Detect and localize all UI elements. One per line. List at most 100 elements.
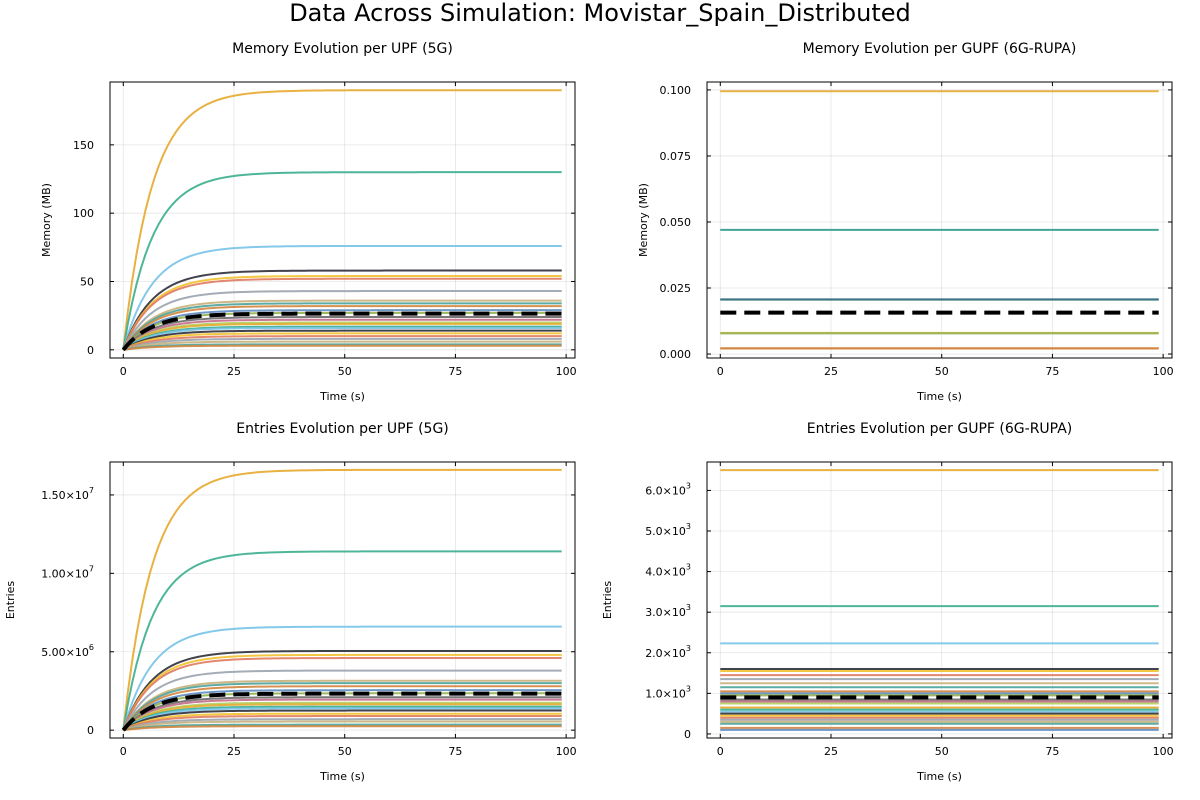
series-line <box>123 343 562 351</box>
y-tick-label: 0 <box>87 724 94 737</box>
y-tick-label: 0.100 <box>660 84 692 97</box>
series-group <box>122 468 562 732</box>
panel-title: Entries Evolution per UPF (5G) <box>236 421 449 437</box>
y-tick-label: 1.0×103 <box>645 684 691 700</box>
series-line <box>122 685 562 731</box>
y-tick-label: 0 <box>87 344 94 357</box>
series-line <box>122 696 562 731</box>
y-tick-mantissa: 0 <box>87 724 94 737</box>
series-group <box>720 469 1159 731</box>
x-tick-label: 50 <box>338 365 352 378</box>
x-axis-label: Time (s) <box>916 390 962 403</box>
y-tick-mantissa: 5.00×10 <box>41 646 89 659</box>
y-tick-label: 4.0×103 <box>645 563 691 579</box>
series-line <box>122 550 562 731</box>
y-axis-label: Memory (MB) <box>637 183 650 257</box>
y-tick-mantissa: 5.0×10 <box>645 525 686 538</box>
series-line <box>122 290 562 351</box>
y-axis-label: Entries <box>4 581 17 620</box>
x-axis-label: Time (s) <box>916 770 962 783</box>
series-line <box>122 305 562 351</box>
series-line <box>123 340 562 351</box>
y-tick-mantissa: 1.00×10 <box>41 567 89 580</box>
series-line <box>122 325 562 351</box>
panel-title: Memory Evolution per GUPF (6G-RUPA) <box>803 41 1077 57</box>
series-line <box>122 703 562 731</box>
series-line <box>122 322 562 351</box>
series-line <box>122 316 562 351</box>
series-line <box>122 275 562 351</box>
y-tick-label: 0.075 <box>660 150 692 163</box>
y-tick-exponent: 3 <box>686 563 691 572</box>
y-tick-exponent: 3 <box>686 481 691 490</box>
y-tick-mantissa: 4.0×10 <box>645 566 686 579</box>
panel-4: 0 25 50 75 10001.0×1032.0×1033.0×1034.0×1035… <box>601 421 1174 783</box>
x-tick-label: 100 <box>556 365 577 378</box>
series-line <box>122 302 562 351</box>
series-line <box>122 709 562 732</box>
axes-frame <box>109 461 576 739</box>
x-tick-label: 0 <box>120 365 127 378</box>
y-tick-label: 50 <box>80 275 94 288</box>
series-line <box>123 344 562 351</box>
series-group <box>720 90 1159 350</box>
y-tick-mantissa: 0 <box>684 728 691 741</box>
y-tick-exponent: 3 <box>686 644 691 653</box>
x-tick-label: 100 <box>1153 365 1174 378</box>
y-tick-label: 5.0×103 <box>645 522 691 538</box>
series-line <box>122 329 562 351</box>
series-line <box>122 332 562 351</box>
series-line <box>122 712 562 732</box>
series-line <box>122 689 562 731</box>
series-line <box>122 679 562 731</box>
y-tick-label: 0 <box>684 728 691 741</box>
y-tick-exponent: 6 <box>89 643 94 652</box>
y-tick-label: 0.050 <box>660 216 692 229</box>
panel-1: 0 25 50 75 100 0 50 100 150 Memory Evolution per … <box>40 41 577 403</box>
series-line <box>122 669 562 731</box>
y-tick-mantissa: 1.0×10 <box>645 687 686 700</box>
y-tick-exponent: 7 <box>89 486 94 495</box>
series-line <box>122 318 562 351</box>
x-tick-label: 0 <box>717 745 724 758</box>
y-tick-label: 100 <box>73 207 94 220</box>
series-line <box>122 89 562 350</box>
series-line <box>122 718 562 732</box>
axes-frame <box>706 461 1173 739</box>
series-line <box>122 244 562 351</box>
axes-frame <box>109 81 576 359</box>
x-tick-label: 75 <box>448 745 462 758</box>
y-tick-label: 1.50×107 <box>41 486 94 502</box>
series-line <box>122 326 562 351</box>
series-line <box>122 715 562 732</box>
x-tick-label: 50 <box>935 365 949 378</box>
y-axis-label: Memory (MB) <box>40 183 53 257</box>
y-tick-exponent: 3 <box>686 603 691 612</box>
x-axis-label: Time (s) <box>319 390 365 403</box>
y-tick-mantissa: 3.0×10 <box>645 606 686 619</box>
panel-title: Entries Evolution per GUPF (6G-RUPA) <box>807 421 1073 437</box>
x-tick-label: 75 <box>1045 365 1059 378</box>
x-tick-label: 100 <box>1153 745 1174 758</box>
series-line <box>122 707 562 731</box>
x-tick-label: 0 <box>717 365 724 378</box>
y-tick-label: 2.0×103 <box>645 644 691 660</box>
series-line <box>122 698 562 731</box>
series-line <box>122 269 562 351</box>
x-tick-label: 50 <box>338 745 352 758</box>
y-tick-mantissa: 6.0×10 <box>645 484 686 497</box>
y-tick-label: 5.00×106 <box>41 643 94 659</box>
panel-title: Memory Evolution per UPF (5G) <box>232 41 453 57</box>
y-tick-exponent: 7 <box>89 564 94 573</box>
y-tick-label: 150 <box>73 139 94 152</box>
series-line <box>122 701 562 731</box>
y-tick-exponent: 3 <box>686 522 691 531</box>
series-line <box>122 321 562 351</box>
x-tick-label: 25 <box>824 365 838 378</box>
series-line <box>122 705 562 731</box>
panel-2: 0 25 50 75 100 0.000 0.025 0.050 0.075 0.100 Memor… <box>637 41 1174 403</box>
mean-line <box>121 311 562 352</box>
series-line <box>123 723 562 732</box>
